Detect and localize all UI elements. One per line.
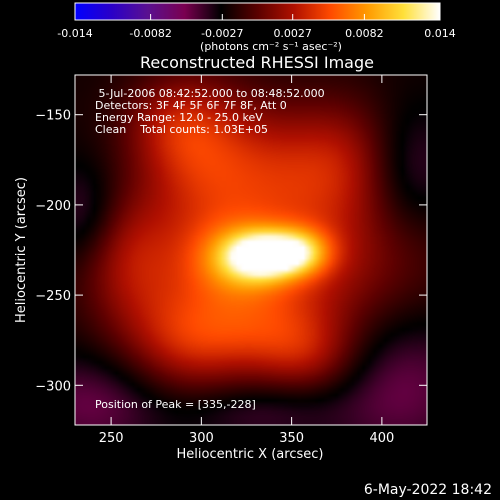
colorbar: -0.014 -0.0082 -0.0027 0.0027 0.0082 0.014 (p… (57, 2, 456, 53)
plot-frame (74, 74, 428, 426)
colorbar-tick-label: 0.0027 (273, 27, 312, 40)
y-tick-label: −200 (35, 199, 71, 214)
heatmap-image (75, 75, 427, 425)
x-tick-label: 250 (99, 431, 124, 446)
annotation-detectors: Detectors: 3F 4F 5F 6F 7F 8F, Att 0 (95, 99, 287, 112)
chart-title: Reconstructed RHESSI Image (140, 53, 374, 72)
colorbar-tick-label: 0.0082 (345, 27, 384, 40)
y-axis-ticks: −150 −200 −250 −300 (35, 109, 427, 394)
peak-position-label: Position of Peak = [335,-228] (95, 398, 256, 411)
plot-area: 250 300 350 400 −150 −200 −250 −300 5-Jul-2006… (35, 74, 428, 446)
x-axis-label: Heliocentric X (arcsec) (177, 447, 324, 462)
annotation-energy: Energy Range: 12.0 - 25.0 keV (95, 111, 263, 124)
colorbar-ticks: -0.014 -0.0082 -0.0027 0.0027 0.0082 0.014 (57, 14, 456, 40)
info-annotations: 5-Jul-2006 08:42:52.000 to 08:48:52.000 … (95, 87, 325, 136)
annotation-counts: Clean Total counts: 1.03E+05 (95, 123, 268, 136)
y-tick-label: −300 (35, 379, 71, 394)
colorbar-tick-label: 0.014 (424, 27, 456, 40)
colorbar-tick-label: -0.0027 (201, 27, 243, 40)
colorbar-tick-label: -0.014 (57, 27, 92, 40)
colorbar-tick-label: -0.0082 (129, 27, 171, 40)
x-tick-label: 400 (369, 431, 394, 446)
x-axis-ticks: 250 300 350 400 (99, 75, 394, 446)
colorbar-frame (74, 2, 441, 21)
x-tick-label: 350 (279, 431, 304, 446)
footer-date: 6-May-2022 18:42 (363, 482, 492, 498)
y-tick-label: −250 (35, 289, 71, 304)
y-tick-label: −150 (35, 109, 71, 124)
colorbar-gradient (75, 3, 440, 20)
annotation-time: 5-Jul-2006 08:42:52.000 to 08:48:52.000 (95, 87, 325, 100)
colorbar-unit: (photons cm⁻² s⁻¹ asec⁻²) (200, 40, 342, 53)
y-axis-label: Heliocentric Y (arcsec) (14, 177, 29, 323)
x-tick-label: 300 (189, 431, 214, 446)
